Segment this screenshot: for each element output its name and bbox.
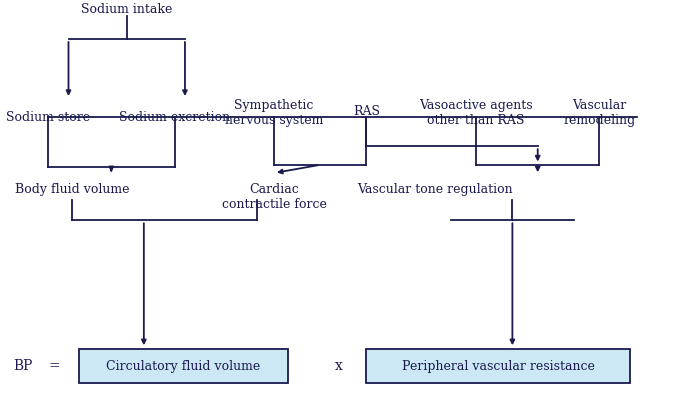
Text: Vascular
remodeling: Vascular remodeling bbox=[563, 99, 636, 127]
Text: Cardiac
contractile force: Cardiac contractile force bbox=[221, 183, 327, 211]
FancyBboxPatch shape bbox=[79, 349, 288, 383]
Text: Body fluid volume: Body fluid volume bbox=[14, 183, 129, 197]
Text: Sodium intake: Sodium intake bbox=[81, 3, 173, 16]
Text: x: x bbox=[335, 359, 343, 373]
FancyBboxPatch shape bbox=[366, 349, 630, 383]
Text: Vascular tone regulation: Vascular tone regulation bbox=[357, 183, 513, 197]
Text: Sympathetic
nervous system: Sympathetic nervous system bbox=[225, 99, 323, 127]
Text: Sodium excretion: Sodium excretion bbox=[119, 111, 230, 124]
Text: Peripheral vascular resistance: Peripheral vascular resistance bbox=[402, 360, 595, 373]
Text: RAS: RAS bbox=[353, 105, 380, 118]
Text: =: = bbox=[49, 359, 60, 373]
Text: Circulatory fluid volume: Circulatory fluid volume bbox=[106, 360, 260, 373]
Text: Sodium store: Sodium store bbox=[6, 111, 90, 124]
Text: BP: BP bbox=[14, 359, 33, 373]
Text: Vasoactive agents
other than RAS: Vasoactive agents other than RAS bbox=[419, 99, 533, 127]
